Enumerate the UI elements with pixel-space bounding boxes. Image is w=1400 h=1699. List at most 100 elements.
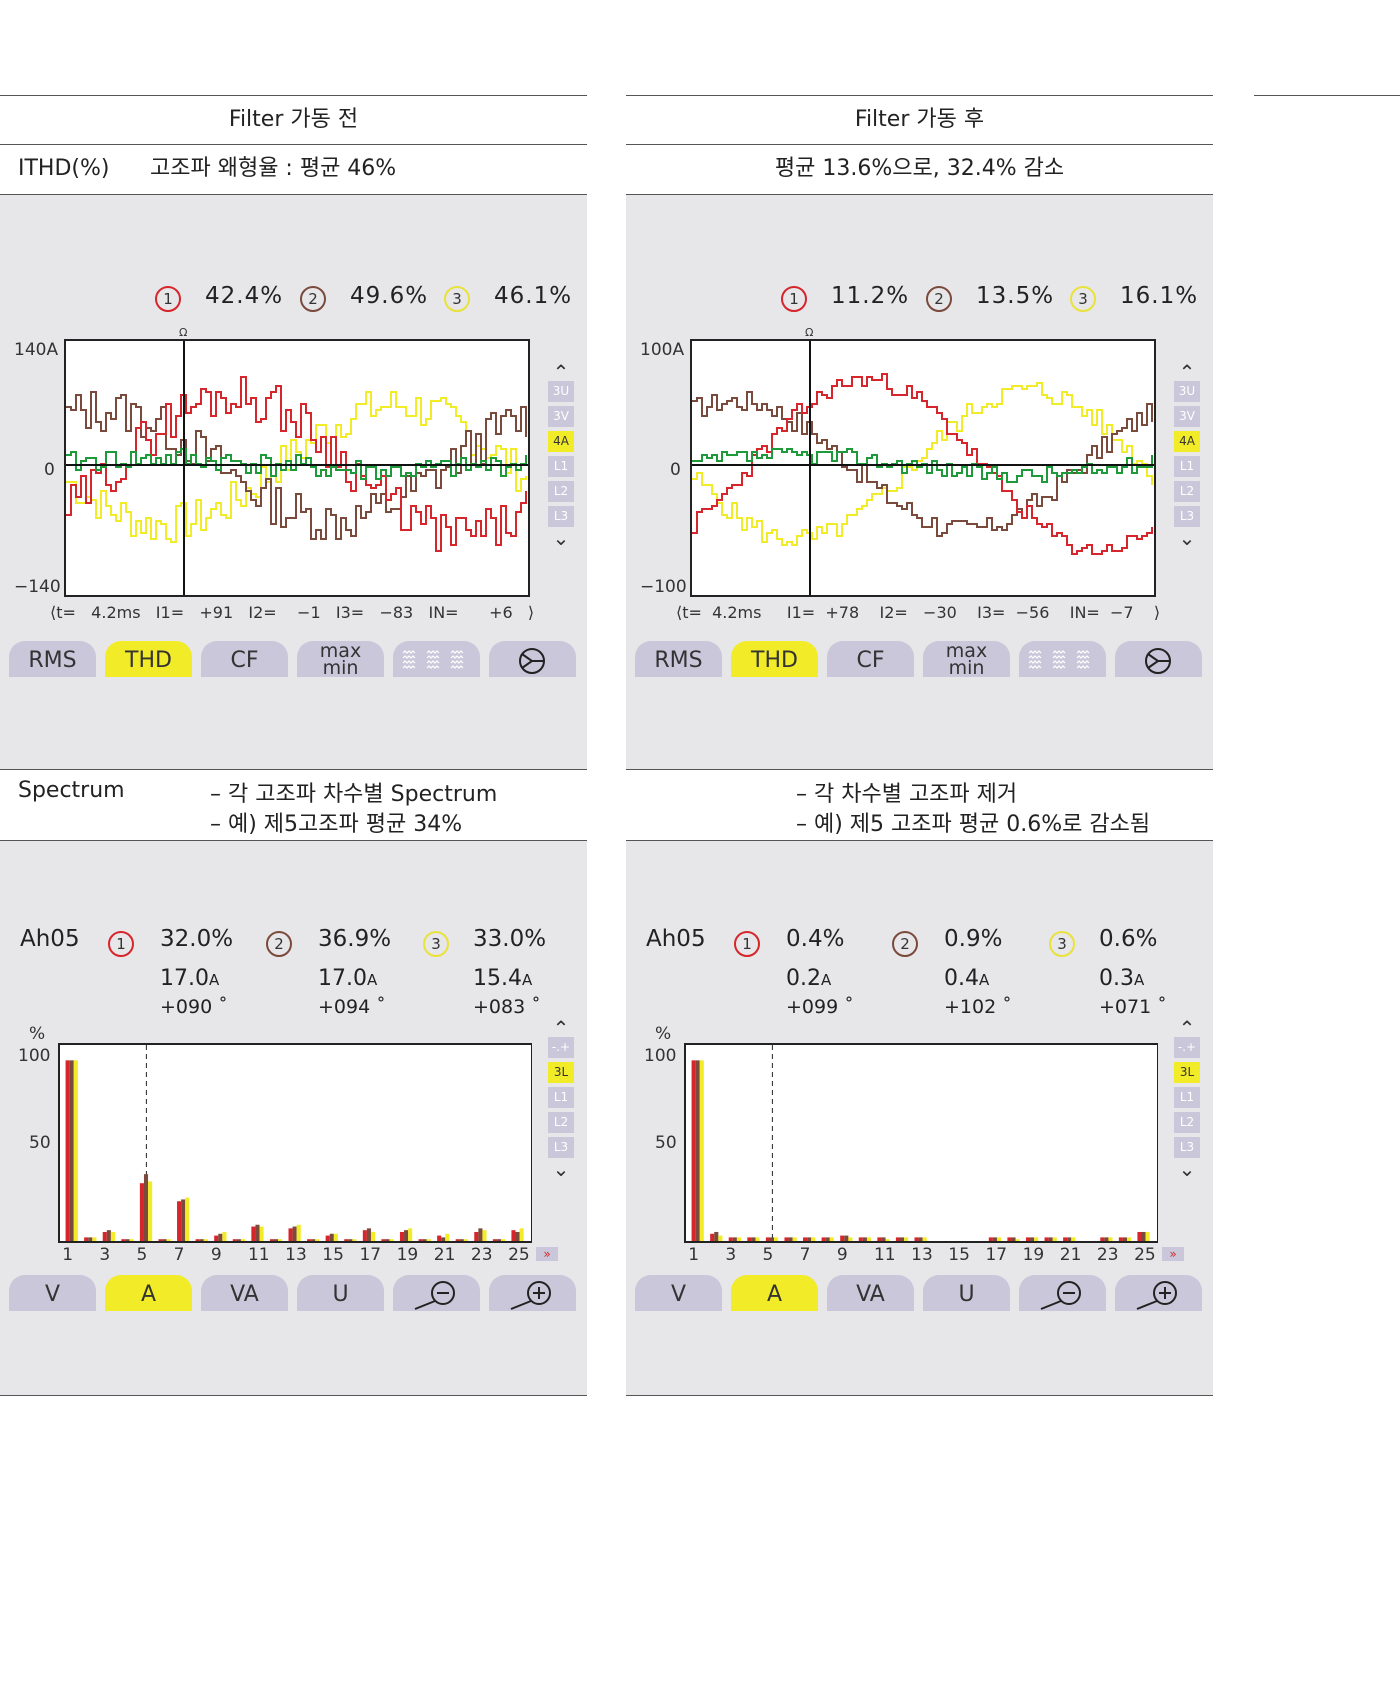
side-button-l2[interactable]: L2 xyxy=(1174,1112,1200,1133)
harmonic-bar xyxy=(199,1239,204,1241)
y-tick-100: 100 xyxy=(644,1046,677,1066)
side-button-l2[interactable]: L2 xyxy=(1174,481,1200,502)
harmonic-bar xyxy=(751,1237,756,1241)
harmonic-bar xyxy=(445,1233,450,1241)
max-min-button[interactable]: max min xyxy=(923,641,1010,678)
side-button-scale[interactable]: -.+ xyxy=(1174,1037,1200,1058)
harmonic-bar xyxy=(274,1239,279,1241)
harmonic-bar xyxy=(840,1235,845,1241)
waveform-grid-icon xyxy=(1028,650,1090,669)
chevron-up-icon[interactable]: ⌃ xyxy=(552,360,570,384)
rms-button[interactable]: RMS xyxy=(635,641,722,677)
waveform-plot[interactable] xyxy=(690,339,1156,597)
harmonic-bar xyxy=(240,1239,246,1241)
max-min-button[interactable]: max min xyxy=(297,641,384,678)
harmonic-bar xyxy=(1100,1237,1105,1241)
side-button-l1[interactable]: L1 xyxy=(548,1087,574,1108)
side-button-3u[interactable]: 3U xyxy=(548,381,574,402)
side-button-l3[interactable]: L3 xyxy=(1174,506,1200,527)
chevron-down-icon[interactable]: ⌄ xyxy=(552,1157,570,1181)
phase1-amps: 17.0A xyxy=(160,966,220,991)
spectrum-svg xyxy=(65,1045,524,1241)
harmonic-bar xyxy=(158,1239,163,1241)
harmonic-bar xyxy=(422,1239,427,1241)
side-button-l3[interactable]: L3 xyxy=(548,506,574,527)
v-button[interactable]: V xyxy=(9,1275,96,1311)
zoom-in-button[interactable] xyxy=(1115,1275,1202,1311)
thd-button[interactable]: THD xyxy=(105,641,192,677)
spectrum-side-menu: ⌃ -.+ 3L L1 L2 L3 ⌄ xyxy=(548,1016,574,1181)
phasor-button[interactable] xyxy=(1115,641,1202,677)
waveform-grid-icon xyxy=(402,650,464,669)
waveform-plot[interactable] xyxy=(64,339,530,597)
chevron-up-icon[interactable]: ⌃ xyxy=(1178,1016,1196,1040)
zoom-out-button[interactable] xyxy=(393,1275,480,1311)
display-mode-button[interactable] xyxy=(1019,641,1106,677)
side-button-3l[interactable]: 3L xyxy=(548,1062,574,1083)
u-button[interactable]: U xyxy=(923,1275,1010,1311)
ithd-label: ITHD(%) xyxy=(18,156,110,181)
va-button[interactable]: VA xyxy=(827,1275,914,1311)
side-button-4a[interactable]: 4A xyxy=(1174,431,1200,452)
scroll-right-icon[interactable]: » xyxy=(536,1247,558,1261)
side-button-l1[interactable]: L1 xyxy=(548,456,574,477)
scroll-right-icon[interactable]: » xyxy=(1162,1247,1184,1261)
chevron-up-icon[interactable]: ⌃ xyxy=(552,1016,570,1040)
spectrum-line1: – 각 고조파 차수별 Spectrum xyxy=(210,782,498,807)
phase3-thd: 16.1% xyxy=(1120,283,1199,309)
side-button-3l[interactable]: 3L xyxy=(1174,1062,1200,1083)
harmonic-screen: Ah05 1 32.0% 2 36.9% 3 33.0% 17.0A 17.0A… xyxy=(0,841,587,1396)
cf-button[interactable]: CF xyxy=(827,641,914,677)
side-button-l1[interactable]: L1 xyxy=(1174,1087,1200,1108)
harmonic-bar xyxy=(792,1237,797,1241)
spectrum-plot[interactable] xyxy=(58,1043,532,1243)
waveform-svg xyxy=(66,341,528,595)
harmonic-bar xyxy=(784,1237,789,1241)
harmonic-bar xyxy=(501,1239,506,1241)
display-mode-button[interactable] xyxy=(393,641,480,677)
side-button-scale[interactable]: -.+ xyxy=(548,1037,574,1058)
va-button[interactable]: VA xyxy=(201,1275,288,1311)
chevron-down-icon[interactable]: ⌄ xyxy=(1178,1157,1196,1181)
thd-button[interactable]: THD xyxy=(731,641,818,677)
v-button[interactable]: V xyxy=(635,1275,722,1311)
side-button-l3[interactable]: L3 xyxy=(1174,1137,1200,1158)
harmonic-bar xyxy=(765,1237,770,1241)
y-zero-label: 0 xyxy=(670,460,681,480)
harmonic-bar xyxy=(236,1239,241,1241)
a-button[interactable]: A xyxy=(105,1275,192,1311)
x-tick-label: 7 xyxy=(799,1245,811,1265)
cf-button[interactable]: CF xyxy=(201,641,288,677)
side-button-l1[interactable]: L1 xyxy=(1174,456,1200,477)
zoom-in-button[interactable] xyxy=(489,1275,576,1311)
harmonic-bar xyxy=(1137,1231,1142,1241)
cursor-mark: Ω xyxy=(179,326,188,339)
chevron-up-icon[interactable]: ⌃ xyxy=(1178,360,1196,384)
harmonic-bar xyxy=(177,1201,182,1241)
side-button-l2[interactable]: L2 xyxy=(548,1112,574,1133)
harmonic-bar xyxy=(121,1239,126,1241)
harmonic-bar xyxy=(362,1230,367,1241)
side-button-4a[interactable]: 4A xyxy=(548,431,574,452)
x-tick-label: 15 xyxy=(322,1245,344,1265)
spectrum-plot[interactable] xyxy=(684,1043,1158,1243)
zoom-out-button[interactable] xyxy=(1019,1275,1106,1311)
harmonic-bar xyxy=(511,1230,516,1241)
x-tick-label: 1 xyxy=(688,1245,700,1265)
side-button-l3[interactable]: L3 xyxy=(548,1137,574,1158)
chevron-down-icon[interactable]: ⌄ xyxy=(1178,526,1196,550)
side-button-3v[interactable]: 3V xyxy=(548,406,574,427)
phasor-button[interactable] xyxy=(489,641,576,677)
side-button-3v[interactable]: 3V xyxy=(1174,406,1200,427)
a-button[interactable]: A xyxy=(731,1275,818,1311)
waveform-trace xyxy=(66,391,527,540)
side-button-l2[interactable]: L2 xyxy=(548,481,574,502)
harmonic-bar xyxy=(222,1231,227,1241)
side-button-3u[interactable]: 3U xyxy=(1174,381,1200,402)
u-button[interactable]: U xyxy=(297,1275,384,1311)
rms-button[interactable]: RMS xyxy=(9,641,96,677)
spectrum-button-row: V A VA U xyxy=(635,1275,1203,1311)
chevron-down-icon[interactable]: ⌄ xyxy=(552,526,570,550)
ithd-text: 고조파 왜형율 : 평균 46% xyxy=(150,156,397,181)
harmonic-screen: Ah05 1 0.4% 2 0.9% 3 0.6% 0.2A 0.4A 0.3A… xyxy=(626,841,1213,1396)
